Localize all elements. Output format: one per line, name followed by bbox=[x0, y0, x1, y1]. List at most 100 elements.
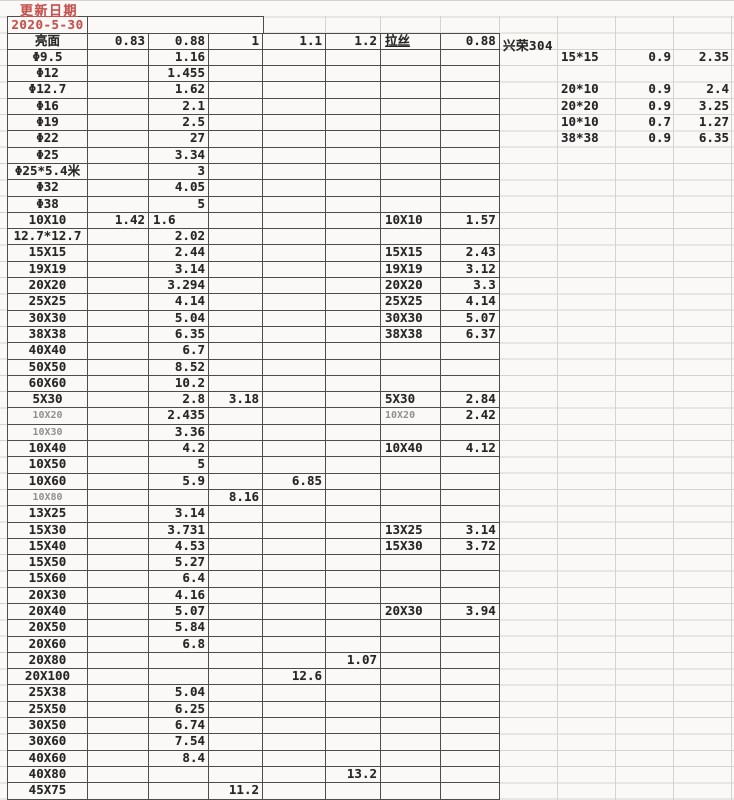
cell[interactable]: 45X75 bbox=[8, 783, 88, 800]
cell[interactable] bbox=[88, 408, 149, 425]
cell[interactable]: 20X100 bbox=[8, 669, 88, 686]
cell[interactable] bbox=[263, 538, 326, 556]
cell[interactable] bbox=[381, 734, 441, 751]
cell[interactable]: Φ32 bbox=[8, 180, 88, 197]
cell[interactable]: 4.53 bbox=[149, 538, 209, 556]
cell[interactable] bbox=[209, 115, 263, 132]
cell[interactable]: 5.07 bbox=[149, 603, 209, 621]
cell[interactable]: 4.14 bbox=[149, 294, 209, 311]
cell[interactable]: 10X10 bbox=[8, 212, 88, 230]
cell[interactable]: 3 bbox=[149, 163, 209, 181]
cell[interactable]: 2.02 bbox=[149, 229, 209, 246]
cell[interactable] bbox=[88, 424, 149, 442]
cell[interactable]: 15X30 bbox=[381, 538, 441, 556]
cell[interactable] bbox=[326, 375, 381, 393]
cell[interactable]: 2.4 bbox=[706, 81, 729, 97]
cell[interactable]: 1.16 bbox=[149, 49, 209, 67]
cell[interactable] bbox=[441, 147, 500, 164]
cell[interactable]: 38X38 bbox=[8, 326, 88, 344]
cell[interactable] bbox=[441, 163, 500, 181]
cell[interactable]: 15X40 bbox=[8, 538, 88, 556]
cell[interactable] bbox=[441, 424, 500, 442]
cell[interactable] bbox=[263, 685, 326, 702]
cell[interactable]: 2.84 bbox=[441, 392, 500, 409]
cell[interactable]: Φ12.7 bbox=[8, 82, 88, 99]
cell[interactable] bbox=[381, 718, 441, 735]
cell[interactable] bbox=[88, 701, 149, 719]
cell[interactable]: 6.7 bbox=[149, 343, 209, 360]
cell[interactable] bbox=[326, 457, 381, 474]
cell[interactable] bbox=[381, 359, 441, 376]
cell[interactable] bbox=[88, 310, 149, 327]
cell[interactable]: 2.5 bbox=[149, 115, 209, 132]
cell[interactable] bbox=[263, 555, 326, 572]
header-cell-thickness-12[interactable]: 1.2 bbox=[326, 33, 381, 50]
cell[interactable] bbox=[209, 294, 263, 311]
cell[interactable] bbox=[209, 49, 263, 67]
cell[interactable] bbox=[326, 718, 381, 735]
cell[interactable] bbox=[88, 245, 149, 262]
cell[interactable] bbox=[209, 375, 263, 393]
cell[interactable] bbox=[263, 603, 326, 621]
cell[interactable] bbox=[381, 375, 441, 393]
cell[interactable] bbox=[381, 82, 441, 99]
cell[interactable]: 20X20 bbox=[8, 278, 88, 295]
cell[interactable] bbox=[88, 49, 149, 67]
cell[interactable] bbox=[326, 131, 381, 148]
cell[interactable]: 6.8 bbox=[149, 636, 209, 653]
cell[interactable] bbox=[441, 734, 500, 751]
cell[interactable] bbox=[381, 131, 441, 148]
cell[interactable]: 1.455 bbox=[149, 66, 209, 83]
cell[interactable] bbox=[209, 180, 263, 197]
cell[interactable] bbox=[381, 750, 441, 767]
cell[interactable] bbox=[326, 180, 381, 197]
cell[interactable]: 4.14 bbox=[441, 294, 500, 311]
cell[interactable] bbox=[263, 163, 326, 181]
cell[interactable] bbox=[263, 229, 326, 246]
cell[interactable] bbox=[381, 701, 441, 719]
cell[interactable]: 30X60 bbox=[8, 734, 88, 751]
cell[interactable] bbox=[209, 82, 263, 99]
cell[interactable]: 10X40 bbox=[8, 441, 88, 458]
cell[interactable] bbox=[209, 555, 263, 572]
cell[interactable]: 3.18 bbox=[209, 392, 263, 409]
cell[interactable] bbox=[149, 783, 209, 800]
cell[interactable] bbox=[209, 245, 263, 262]
cell[interactable] bbox=[209, 457, 263, 474]
cell[interactable] bbox=[441, 180, 500, 197]
cell[interactable] bbox=[88, 669, 149, 686]
cell[interactable] bbox=[381, 457, 441, 474]
cell[interactable] bbox=[263, 766, 326, 784]
cell[interactable] bbox=[209, 652, 263, 670]
cell[interactable] bbox=[209, 229, 263, 246]
cell[interactable]: 20X40 bbox=[8, 603, 88, 621]
cell[interactable]: Φ16 bbox=[8, 98, 88, 116]
cell[interactable] bbox=[441, 636, 500, 653]
cell[interactable] bbox=[209, 750, 263, 767]
cell[interactable] bbox=[441, 766, 500, 784]
cell[interactable] bbox=[88, 261, 149, 279]
cell[interactable]: 5X30 bbox=[381, 392, 441, 409]
cell[interactable] bbox=[441, 98, 500, 116]
cell[interactable] bbox=[441, 229, 500, 246]
header-cell-thickness-1[interactable]: 1 bbox=[209, 33, 263, 50]
cell[interactable] bbox=[263, 587, 326, 604]
cell[interactable] bbox=[88, 196, 149, 213]
cell[interactable]: 15X60 bbox=[8, 571, 88, 588]
cell[interactable] bbox=[326, 555, 381, 572]
cell[interactable] bbox=[209, 587, 263, 604]
cell[interactable] bbox=[326, 441, 381, 458]
cell[interactable] bbox=[381, 555, 441, 572]
cell[interactable] bbox=[209, 147, 263, 164]
cell[interactable]: 3.12 bbox=[441, 261, 500, 279]
cell[interactable] bbox=[209, 522, 263, 539]
cell[interactable]: 15X50 bbox=[8, 555, 88, 572]
cell[interactable]: 5.04 bbox=[149, 310, 209, 327]
header-cell-brushed-088[interactable]: 0.88 bbox=[441, 33, 500, 50]
cell[interactable] bbox=[326, 163, 381, 181]
cell[interactable] bbox=[209, 734, 263, 751]
cell[interactable] bbox=[263, 49, 326, 67]
cell[interactable] bbox=[263, 294, 326, 311]
cell[interactable]: 30X30 bbox=[381, 310, 441, 327]
cell[interactable]: 19X19 bbox=[381, 261, 441, 279]
